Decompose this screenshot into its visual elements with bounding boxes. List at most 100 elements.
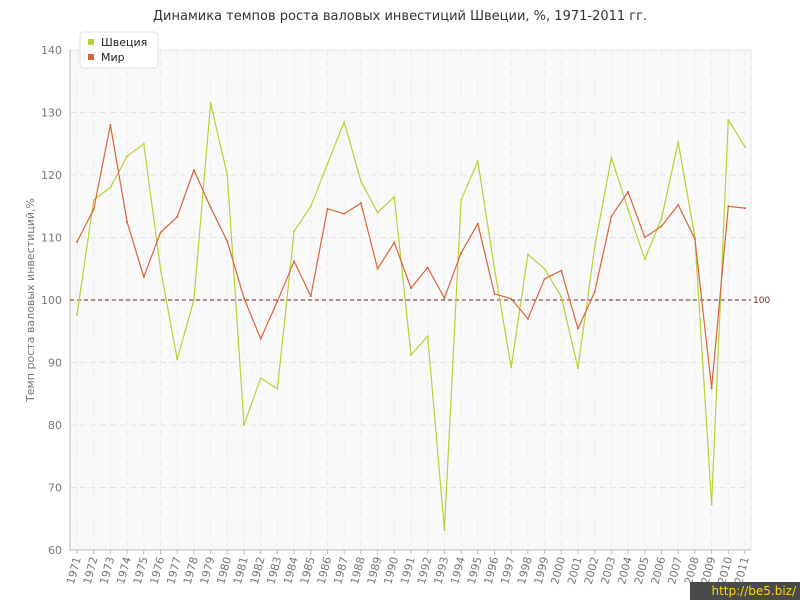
data-point-sweden xyxy=(577,367,579,370)
data-point-sweden xyxy=(560,295,563,298)
data-point-world xyxy=(710,387,713,390)
data-point-sweden xyxy=(543,267,546,270)
data-point-sweden xyxy=(426,335,429,338)
y-tick-label: 100 xyxy=(41,294,62,307)
data-point-sweden xyxy=(593,245,596,248)
data-point-world xyxy=(359,202,362,205)
legend-label-sweden: Швеция xyxy=(101,36,147,49)
data-point-world xyxy=(343,212,346,215)
data-point-world xyxy=(142,275,145,278)
data-point-sweden xyxy=(243,424,245,426)
y-tick-label: 130 xyxy=(41,107,62,120)
data-point-world xyxy=(744,207,746,210)
data-point-world xyxy=(426,266,429,269)
data-point-sweden xyxy=(259,377,262,380)
y-tick-label: 140 xyxy=(41,44,62,57)
data-point-world xyxy=(109,124,112,126)
data-point-world xyxy=(560,269,563,272)
data-point-world xyxy=(677,204,680,206)
legend-label-world: Мир xyxy=(101,51,125,64)
data-point-sweden xyxy=(92,199,95,201)
data-point-world xyxy=(643,236,646,239)
data-point-world xyxy=(593,290,596,293)
data-point-sweden xyxy=(744,145,746,148)
data-point-world xyxy=(243,297,245,300)
y-tick-label: 80 xyxy=(48,419,62,432)
watermark: http://be5.biz/ xyxy=(690,582,800,600)
data-point-sweden xyxy=(710,503,713,506)
data-point-sweden xyxy=(109,186,112,189)
y-axis-label: Темп роста валовых инвестиций,% xyxy=(24,198,37,403)
data-point-world xyxy=(192,169,195,171)
y-tick-labels: 60 70 80 90 100 110 120 130 140 xyxy=(41,44,62,557)
data-point-world xyxy=(176,215,179,218)
x-tick-labels: 1971197219731974197519761977197819791980… xyxy=(64,550,752,586)
data-point-sweden xyxy=(343,120,346,123)
data-point-sweden xyxy=(643,258,646,261)
data-point-sweden xyxy=(627,208,630,211)
data-point-world xyxy=(126,220,129,223)
data-point-sweden xyxy=(526,253,529,256)
data-point-sweden xyxy=(393,195,396,198)
data-point-sweden xyxy=(176,358,179,361)
legend-box xyxy=(79,31,159,69)
data-point-sweden xyxy=(126,155,129,158)
data-point-world xyxy=(410,287,412,290)
data-point-sweden xyxy=(159,267,162,270)
data-point-world xyxy=(76,240,78,243)
reference-line-group: 100 xyxy=(70,296,770,306)
data-point-world xyxy=(226,240,229,243)
data-point-sweden xyxy=(326,162,329,165)
series-group xyxy=(76,102,746,531)
data-point-world xyxy=(209,206,212,209)
data-point-sweden xyxy=(359,180,362,183)
data-point-world xyxy=(660,225,663,228)
data-point-sweden xyxy=(226,174,229,176)
data-point-sweden xyxy=(192,299,195,301)
y-tick-label: 110 xyxy=(41,232,62,245)
data-point-world xyxy=(577,327,579,330)
data-point-sweden xyxy=(677,140,680,143)
data-point-world xyxy=(276,300,279,303)
data-point-world xyxy=(610,215,613,218)
data-point-world xyxy=(526,317,529,320)
data-point-sweden xyxy=(460,199,463,201)
data-point-world xyxy=(543,277,546,280)
data-point-world xyxy=(510,297,513,300)
y-tick-label: 120 xyxy=(41,169,62,182)
data-point-sweden xyxy=(209,102,212,105)
data-point-world xyxy=(293,260,296,263)
y-tick-label: 60 xyxy=(48,544,62,557)
data-point-sweden xyxy=(76,314,78,316)
data-point-sweden xyxy=(142,142,145,145)
data-point-sweden xyxy=(276,387,279,390)
data-point-world xyxy=(443,297,446,300)
data-point-world xyxy=(159,231,162,234)
reference-line-label: 100 xyxy=(753,296,770,306)
data-point-sweden xyxy=(443,529,446,531)
data-point-world xyxy=(493,292,496,295)
data-point-world xyxy=(393,241,396,244)
data-point-sweden xyxy=(293,230,296,233)
data-point-world xyxy=(92,208,95,211)
chart-title: Динамика темпов роста валовых инвестиций… xyxy=(152,9,648,24)
data-point-sweden xyxy=(410,354,412,356)
legend-marker-world xyxy=(88,54,94,60)
data-point-world xyxy=(693,237,696,240)
data-point-sweden xyxy=(660,217,663,220)
data-point-world xyxy=(627,190,630,193)
data-point-world xyxy=(376,267,379,270)
y-tick-label: 70 xyxy=(48,482,62,495)
data-point-sweden xyxy=(727,119,730,121)
data-point-world xyxy=(326,207,329,210)
data-point-sweden xyxy=(309,205,312,208)
data-point-world xyxy=(476,222,479,225)
data-point-sweden xyxy=(376,211,379,214)
data-point-world xyxy=(309,295,312,298)
data-point-sweden xyxy=(510,366,513,369)
data-point-world xyxy=(460,252,463,255)
legend-marker-sweden xyxy=(88,39,94,45)
legend: Швеция Мир xyxy=(79,31,159,69)
y-tick-label: 90 xyxy=(48,357,62,370)
